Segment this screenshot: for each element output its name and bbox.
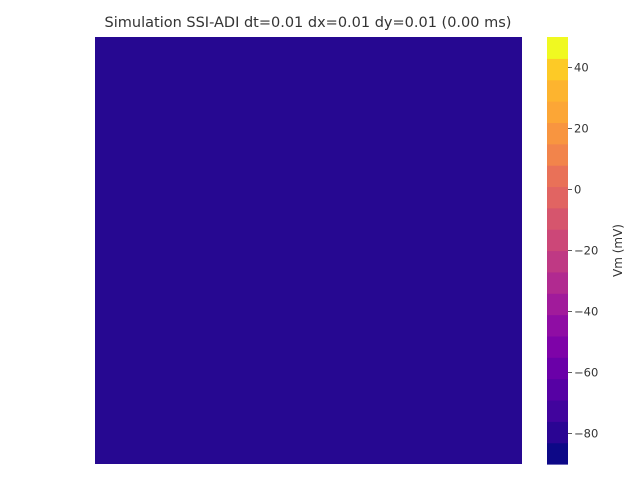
colorbar-tick-label: −80 <box>574 427 598 441</box>
colorbar-segment <box>547 442 568 465</box>
heatmap-cell <box>95 37 522 464</box>
colorbar: 40 20 0 −20 −40 −60 −80 Vm (mV) <box>547 37 625 465</box>
colorbar-segment <box>547 229 568 252</box>
colorbar-segment <box>547 357 568 380</box>
colorbar-segment <box>547 421 568 444</box>
chart-title: Simulation SSI-ADI dt=0.01 dx=0.01 dy=0.… <box>105 15 512 31</box>
colorbar-segment <box>547 165 568 188</box>
colorbar-label: Vm (mV) <box>611 224 625 277</box>
colorbar-segment <box>547 79 568 102</box>
colorbar-segment <box>547 293 568 316</box>
colorbar-tick-label: −40 <box>574 305 598 319</box>
colorbar-segment <box>547 271 568 294</box>
colorbar-tick-label: −20 <box>574 244 598 258</box>
colorbar-segment <box>547 250 568 273</box>
colorbar-tick-label: 40 <box>574 61 589 75</box>
colorbar-segment <box>547 314 568 337</box>
colorbar-segment <box>547 378 568 401</box>
colorbar-segment <box>547 58 568 81</box>
colorbar-segment <box>547 122 568 145</box>
colorbar-segment <box>547 399 568 422</box>
colorbar-tick-label: −60 <box>574 366 598 380</box>
colorbar-tick-label: 0 <box>574 183 581 197</box>
colorbar-segment <box>547 335 568 358</box>
colorbar-tick-label: 20 <box>574 122 589 136</box>
colorbar-segment <box>547 37 568 59</box>
colorbar-segment <box>547 207 568 230</box>
colorbar-segment <box>547 143 568 166</box>
colorbar-segment <box>547 101 568 123</box>
heatmap-area <box>95 37 522 464</box>
colorbar-segment <box>547 186 568 209</box>
